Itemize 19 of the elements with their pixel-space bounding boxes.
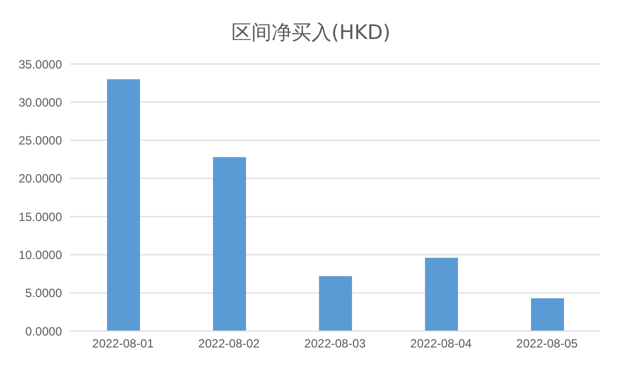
y-tick-label: 5.0000 <box>25 286 62 300</box>
bar <box>425 258 458 331</box>
y-tick-label: 20.0000 <box>18 172 62 186</box>
y-tick-label: 30.0000 <box>18 95 62 110</box>
x-tick-label: 2022-08-05 <box>516 336 578 351</box>
bar <box>107 79 140 331</box>
x-tick-label: 2022-08-02 <box>198 336 260 351</box>
x-tick-label: 2022-08-01 <box>92 336 154 351</box>
chart-title: 区间净买入(HKD) <box>230 19 392 46</box>
x-tick-label: 2022-08-04 <box>410 336 472 351</box>
y-tick-label: 0.0000 <box>25 324 62 338</box>
x-tick-label: 2022-08-03 <box>304 336 366 351</box>
y-tick-label: 15.0000 <box>18 210 62 224</box>
bar <box>319 276 352 331</box>
y-tick-label: 10.0000 <box>18 248 62 262</box>
y-tick-label: 35.0000 <box>18 57 62 72</box>
bar <box>531 298 564 331</box>
y-tick-label: 25.0000 <box>18 134 62 148</box>
bar <box>213 157 246 331</box>
